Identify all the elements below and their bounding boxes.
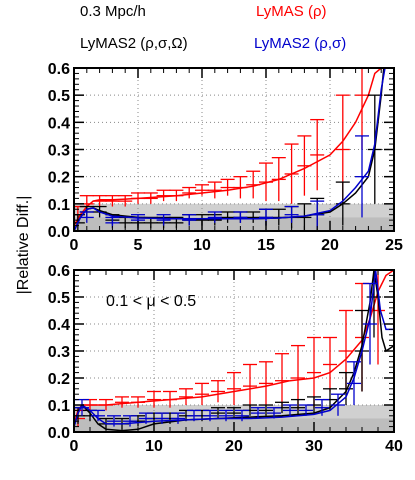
series-lymas-rho-point: [207, 181, 222, 199]
series-lymas2-rho-sigma-point: [123, 415, 137, 427]
y-tick-label: 0.6: [48, 263, 70, 280]
x-tick-label: 10: [145, 438, 163, 455]
x-tick-label: 20: [321, 237, 339, 254]
series-lymas2-rho-sigma-omega-point: [291, 398, 305, 416]
series-lymas2-rho-sigma-point: [283, 404, 297, 416]
x-tick-label: 0: [70, 237, 79, 254]
series-lymas2-rho-sigma-curve: [74, 270, 394, 427]
y-tick-label: 0.5: [48, 290, 70, 307]
plot-area: [74, 270, 394, 432]
series-lymas2-rho-sigma-point: [156, 214, 171, 226]
series-lymas-rho-point: [243, 363, 257, 408]
y-tick-label: 0.6: [48, 61, 70, 78]
y-tick-label: 0.4: [48, 115, 70, 132]
x-tick-label: 25: [385, 237, 403, 254]
series-lymas-rho-point: [118, 195, 133, 207]
legend-entry-resolution: 0.3 Mpc/h: [80, 3, 146, 20]
y-tick-label: 0.3: [48, 344, 70, 361]
legend-entry-lymas2-rho-sigma-omega: LyMAS2 (ρ,σ,Ω): [80, 35, 188, 52]
y-axis-label: |Relative Diff.|: [15, 196, 32, 295]
series-lymas-rho-point: [310, 118, 325, 191]
series-lymas2-rho-sigma-omega-point: [227, 407, 241, 419]
legend: 0.3 Mpc/h LyMAS (ρ) LyMAS2 (ρ,σ,Ω) LyMAS…: [80, 3, 346, 52]
series-lymas2-rho-sigma-point: [107, 415, 121, 427]
y-tick-label: 0.5: [48, 88, 70, 105]
y-tick-label: 0.2: [48, 170, 70, 187]
reference-band-inner: [74, 217, 394, 231]
series-lymas2-rho-sigma-point: [171, 412, 185, 424]
y-tick-label: 0.4: [48, 317, 70, 334]
y-tick-label: 0.0: [48, 224, 70, 241]
series-lymas-rho-point: [147, 390, 161, 408]
series-lymas2-rho-sigma-point: [251, 407, 265, 419]
series-lymas2-rho-sigma-omega-point: [339, 371, 353, 405]
series-lymas-rho-point: [179, 388, 193, 405]
series-lymas2-rho-sigma-point: [299, 404, 313, 416]
series-lymas-rho-point: [182, 186, 197, 199]
series-lymas-rho-point: [220, 178, 235, 196]
series-lymas2-rho-sigma-omega-point: [259, 404, 273, 416]
series-lymas2-rho-sigma-point: [355, 135, 369, 218]
series-lymas2-rho-sigma-point: [155, 412, 169, 424]
series-lymas2-rho-sigma-point: [331, 393, 345, 416]
series-lymas-rho-point: [105, 195, 120, 207]
x-tick-label: 30: [305, 438, 323, 455]
chart-panel-bottom: 0 10 20 30 40 0.0 0.1 0.2 0.3 0.4 0.5 0.6 0.1 < μ < …: [48, 263, 403, 455]
series-lymas2-rho-sigma-point: [79, 211, 94, 223]
panel-annotation: 0.1 < μ < 0.5: [106, 293, 196, 310]
series-lymas2-rho-sigma-point: [182, 214, 197, 226]
x-tick-label: 40: [385, 438, 403, 455]
x-tick-label: 20: [225, 438, 243, 455]
y-tick-label: 0.1: [48, 398, 70, 415]
series-lymas-rho-curve: [74, 68, 382, 226]
x-tick-label: 0: [70, 438, 79, 455]
series-lymas2-rho-sigma-omega-point: [211, 407, 225, 419]
series-lymas-rho-point: [115, 396, 129, 408]
series-lymas2-rho-sigma-curve: [74, 68, 386, 231]
legend-entry-lymas2-rho-sigma: LyMAS2 (ρ,σ): [254, 35, 346, 52]
series-lymas-rho-point: [195, 382, 209, 405]
series-lymas2-rho-sigma-point: [347, 361, 361, 405]
series-lymas-rho-point: [195, 184, 209, 196]
x-tick-label: 15: [257, 237, 275, 254]
series-lymas-rho-point: [227, 371, 241, 405]
series-lymas2-rho-sigma-point: [235, 409, 249, 422]
x-tick-label: 10: [193, 237, 211, 254]
series-lymas2-rho-sigma-point: [219, 409, 233, 422]
series-lymas2-rho-sigma-omega-point: [220, 211, 235, 223]
legend-entry-lymas-rho: LyMAS (ρ): [256, 3, 326, 20]
x-tick-label: 5: [134, 237, 143, 254]
y-tick-label: 0.3: [48, 143, 70, 160]
series-lymas2-rho-sigma-point: [284, 205, 299, 223]
series-lymas2-rho-sigma-omega-point: [246, 211, 261, 223]
series-lymas2-rho-sigma-point: [363, 282, 377, 365]
series-lymas-rho-point: [307, 336, 321, 408]
y-tick-label: 0.0: [48, 425, 70, 442]
y-tick-label: 0.2: [48, 371, 70, 388]
series-lymas2-rho-sigma-point: [233, 211, 248, 223]
series-lymas-rho-point: [323, 336, 337, 392]
y-tick-label: 0.1: [48, 197, 70, 214]
series-lymas2-rho-sigma-point: [207, 211, 222, 223]
series-lymas-rho-point: [259, 361, 273, 405]
chart-panel-top: 0 5 10 15 20 25 0.0 0.1 0.2 0.3 0.4 0.5 0.6: [48, 61, 403, 254]
plot-area: [74, 68, 386, 231]
series-lymas-rho-point: [211, 380, 225, 403]
